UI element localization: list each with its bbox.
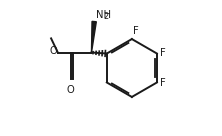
Text: O: O <box>66 85 74 95</box>
Text: F: F <box>160 78 166 88</box>
Text: F: F <box>133 26 138 36</box>
Text: F: F <box>160 48 166 58</box>
Polygon shape <box>91 21 96 52</box>
Text: O: O <box>49 46 57 56</box>
Text: NH: NH <box>96 10 111 20</box>
Text: 2: 2 <box>103 12 109 21</box>
